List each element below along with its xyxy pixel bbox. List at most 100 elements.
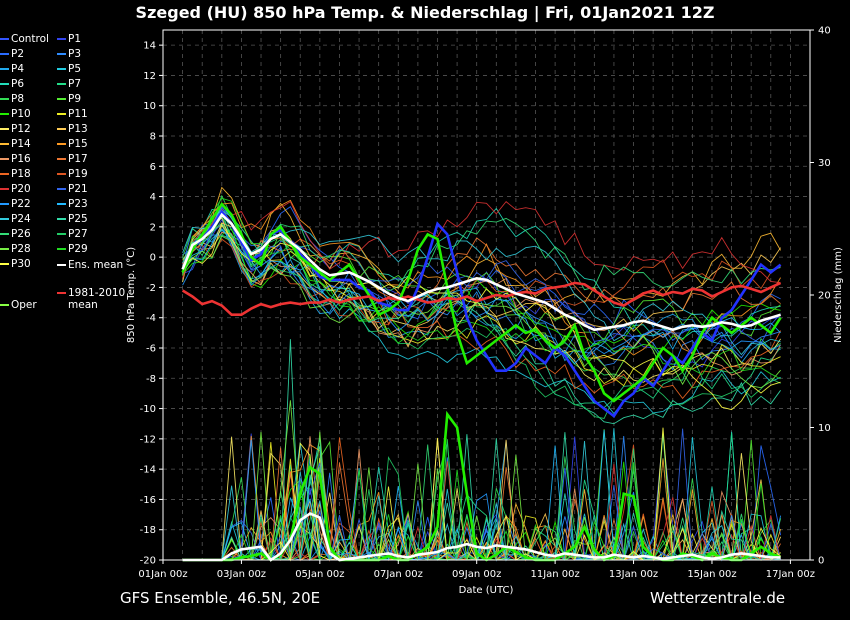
legend-swatch: [0, 68, 9, 70]
temp-member-line: [182, 234, 781, 359]
legend-item: P5: [57, 63, 81, 75]
y2-tick-label: 0: [818, 556, 824, 567]
temp-member-line: [182, 200, 781, 284]
ens-mean-precip-line: [182, 512, 781, 562]
legend-label: P25: [68, 213, 88, 225]
legend-item: P18: [0, 168, 31, 180]
chart-title: Szeged (HU) 850 hPa Temp. & Niederschlag…: [135, 3, 715, 22]
y2-tick-label: 40: [818, 26, 831, 37]
precip-member-line: [182, 339, 781, 561]
legend-label: P3: [68, 48, 82, 60]
legend-swatch: [0, 38, 9, 40]
legend-label: Oper: [11, 299, 37, 311]
legend-label: P16: [11, 153, 31, 165]
temp-member-line: [182, 199, 781, 359]
legend-label: P20: [11, 183, 31, 195]
legend-swatch: [0, 113, 9, 115]
legend-item: Oper: [0, 299, 37, 311]
temp-member-line: [182, 231, 781, 376]
x-tick-label: 17Jan 00z: [766, 569, 815, 580]
legend-swatch: [0, 203, 9, 205]
legend-item: P11: [57, 108, 88, 120]
legend-label: P11: [68, 108, 88, 120]
y-tick-label: 4: [150, 192, 156, 203]
legend-swatch: [0, 158, 9, 160]
y-tick-label: 6: [150, 162, 156, 173]
legend-swatch: [0, 128, 9, 130]
legend-item: P22: [0, 198, 31, 210]
legend-label: P30: [11, 258, 31, 270]
legend-item: P15: [57, 138, 88, 150]
legend-label: P23: [68, 198, 88, 210]
y-tick-label: -12: [140, 434, 156, 445]
legend-item: P19: [57, 168, 88, 180]
y2-axis-label: Niederschlag (mm): [833, 247, 844, 343]
legend-swatch: [0, 304, 9, 306]
legend-item: P14: [0, 138, 31, 150]
legend-swatch: [57, 113, 66, 115]
legend-swatch: [57, 128, 66, 130]
legend-label: P28: [11, 243, 31, 255]
x-tick-label: 15Jan 00z: [687, 569, 736, 580]
y-tick-label: -16: [140, 495, 156, 506]
y-tick-label: -18: [140, 525, 156, 536]
legend-label: P8: [11, 93, 25, 105]
x-tick-label: 11Jan 00z: [530, 569, 579, 580]
climate-mean-line: [181, 281, 782, 317]
x-tick-label: 13Jan 00z: [609, 569, 658, 580]
legend-label: P13: [68, 123, 88, 135]
legend-label: P5: [68, 63, 82, 75]
legend-item: P6: [0, 78, 24, 90]
legend-item: P1: [57, 33, 81, 45]
model-info: GFS Ensemble, 46.5N, 20E: [120, 589, 321, 607]
legend-swatch: [57, 98, 66, 100]
legend-swatch: [57, 292, 66, 294]
legend-label: P9: [68, 93, 82, 105]
y2-tick-label: 10: [818, 423, 831, 434]
legend-label: P22: [11, 198, 31, 210]
legend-item: P12: [0, 123, 31, 135]
legend-label: P12: [11, 123, 31, 135]
legend-swatch: [57, 233, 66, 235]
legend-item: P27: [57, 228, 88, 240]
legend-item: P26: [0, 228, 31, 240]
x-tick-label: 05Jan 00z: [295, 569, 344, 580]
x-tick-label: 07Jan 00z: [374, 569, 423, 580]
y-tick-label: 0: [150, 253, 156, 264]
legend-label: P26: [11, 228, 31, 240]
legend-item: P2: [0, 48, 24, 60]
legend-label: Ens. mean: [68, 259, 124, 271]
legend-swatch: [57, 53, 66, 55]
legend-swatch: [0, 248, 9, 250]
temp-member-line: [182, 214, 781, 400]
y-tick-label: -4: [146, 313, 156, 324]
legend-item: P7: [57, 78, 81, 90]
legend-swatch: [0, 98, 9, 100]
temp-member-line: [182, 210, 781, 409]
y-tick-label: -8: [146, 374, 156, 385]
legend-label: P29: [68, 243, 88, 255]
temp-member-line: [182, 235, 781, 389]
legend-swatch: [57, 68, 66, 70]
legend-label: P7: [68, 78, 82, 90]
legend-item: P9: [57, 93, 81, 105]
legend-label: P27: [68, 228, 88, 240]
legend-swatch: [0, 173, 9, 175]
legend-label: P6: [11, 78, 25, 90]
x-axis-label: Date (UTC): [459, 585, 514, 596]
legend-swatch: [0, 53, 9, 55]
legend-label: P4: [11, 63, 25, 75]
legend-item: P13: [57, 123, 88, 135]
temp-member-line: [182, 230, 781, 420]
legend-item: 1981-2010 mean: [57, 287, 130, 311]
temp-member-line: [182, 209, 781, 425]
legend-label: P15: [68, 138, 88, 150]
legend-label: P21: [68, 183, 88, 195]
legend-swatch: [0, 188, 9, 190]
legend-item: P28: [0, 243, 31, 255]
legend-swatch: [0, 263, 9, 265]
legend-swatch: [57, 188, 66, 190]
control-temp-line: [181, 209, 782, 418]
legend-label: P10: [11, 108, 31, 120]
precip-layer: [182, 339, 782, 562]
